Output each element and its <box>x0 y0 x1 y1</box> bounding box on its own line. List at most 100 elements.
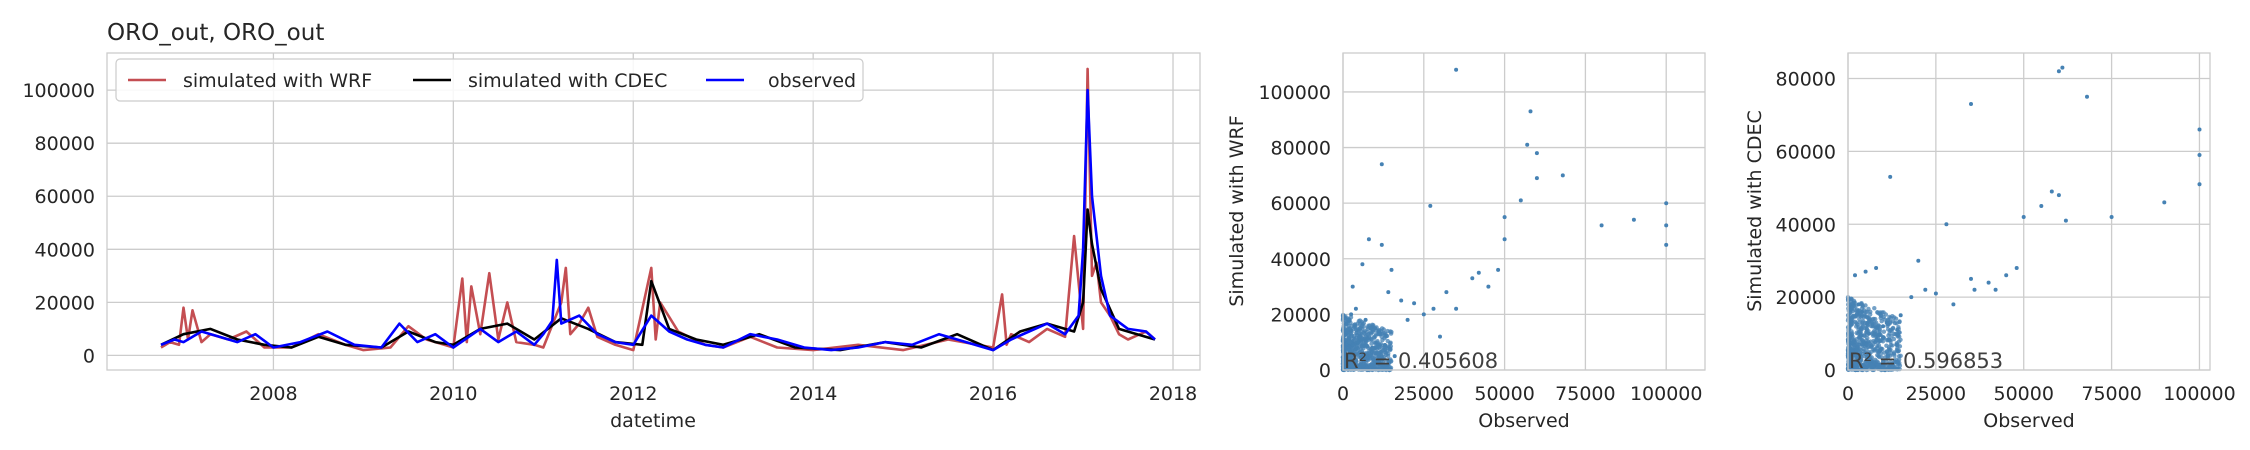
scatter-point <box>1870 324 1875 329</box>
scatter-wrf-points <box>1340 67 1669 373</box>
scatter-point <box>1664 242 1669 247</box>
y-tick-label: 60000 <box>1776 141 1836 163</box>
x-tick-label: 25000 <box>1906 383 1966 405</box>
scatter-wrf-xlabel: Observed <box>1478 410 1569 432</box>
scatter-point <box>1909 295 1914 300</box>
y-tick-label: 80000 <box>1776 69 1836 91</box>
y-tick-label: 20000 <box>1776 287 1836 309</box>
x-tick-label: 75000 <box>1555 383 1615 405</box>
scatter-point <box>2056 193 2061 198</box>
timeseries-legend: simulated with WRF simulated with CDEC o… <box>115 58 864 102</box>
scatter-point <box>1341 323 1347 328</box>
scatter-point <box>1528 109 1533 114</box>
scatter-point <box>2063 218 2068 223</box>
scatter-point <box>1534 151 1539 156</box>
scatter-point <box>1867 331 1872 336</box>
scatter-point <box>1884 359 1889 364</box>
scatter-cdec-frame <box>1847 52 2211 371</box>
scatter-cdec-xlabel: Observed <box>1983 410 2074 432</box>
scatter-point <box>1368 326 1373 331</box>
scatter-point <box>1444 290 1449 295</box>
scatter-point <box>1405 317 1410 322</box>
scatter-cdec-panel: 0 25000 50000 75000 100000 0 20000 40000 60000 8… <box>1744 52 2236 432</box>
scatter-point <box>1364 350 1369 356</box>
y-tick-label: 20000 <box>1271 304 1331 326</box>
scatter-point <box>1502 215 1507 220</box>
x-tick-label: 2010 <box>429 383 477 405</box>
timeseries-panel: ORO_out, ORO_out 2008 2010 2012 2014 2016 201… <box>22 20 1201 432</box>
scatter-point <box>1375 339 1380 344</box>
scatter-point <box>1874 345 1880 351</box>
scatter-point <box>1359 323 1365 328</box>
scatter-point <box>1502 237 1507 242</box>
scatter-point <box>1863 303 1868 308</box>
timeseries-yticks: 0 20000 40000 60000 80000 100000 <box>22 80 95 367</box>
scatter-point <box>2162 200 2167 205</box>
scatter-point <box>1850 314 1856 319</box>
scatter-point <box>1944 222 1949 227</box>
scatter-point <box>1853 273 1857 278</box>
scatter-wrf-grid <box>1342 53 1705 371</box>
scatter-point <box>1344 337 1349 342</box>
scatter-point <box>1383 343 1387 347</box>
scatter-point <box>1860 306 1865 311</box>
scatter-point <box>1890 325 1896 331</box>
scatter-point <box>1916 258 1921 263</box>
scatter-point <box>2014 266 2019 270</box>
timeseries-xlabel: datetime <box>610 410 696 432</box>
scatter-point <box>1374 345 1380 350</box>
scatter-point <box>1384 333 1390 339</box>
scatter-point <box>1454 306 1459 311</box>
scatter-point <box>1849 364 1855 369</box>
scatter-point <box>1377 361 1382 366</box>
scatter-point <box>1897 319 1902 324</box>
scatter-point <box>1891 336 1897 342</box>
scatter-point <box>1364 360 1369 366</box>
legend-label-cdec: simulated with CDEC <box>468 70 667 92</box>
scatter-point <box>1854 321 1859 326</box>
scatter-point <box>1874 266 1879 270</box>
scatter-point <box>1387 341 1393 346</box>
timeseries-title: ORO_out, ORO_out <box>107 20 324 46</box>
scatter-point <box>1879 355 1884 360</box>
x-tick-label: 2008 <box>249 383 297 405</box>
scatter-point <box>2056 69 2061 74</box>
scatter-point <box>1877 338 1882 343</box>
y-tick-label: 100000 <box>22 80 95 102</box>
y-tick-label: 40000 <box>1271 249 1331 271</box>
scatter-point <box>1873 339 1878 345</box>
x-tick-label: 25000 <box>1394 383 1454 405</box>
scatter-point <box>1972 287 1977 292</box>
scatter-point <box>1870 342 1876 347</box>
x-tick-label: 0 <box>1337 383 1349 405</box>
scatter-point <box>1894 342 1899 347</box>
scatter-point <box>1993 287 1998 292</box>
scatter-point <box>1361 331 1367 336</box>
scatter-point <box>1525 142 1530 147</box>
scatter-point <box>1860 338 1865 343</box>
scatter-point <box>1496 267 1501 272</box>
scatter-point <box>1862 341 1867 347</box>
scatter-point <box>1369 331 1374 336</box>
x-tick-label: 75000 <box>2081 383 2141 405</box>
scatter-point <box>1344 329 1349 334</box>
scatter-point <box>1386 360 1391 366</box>
scatter-point <box>1880 364 1886 369</box>
scatter-point <box>1354 359 1359 364</box>
scatter-point <box>1897 363 1903 368</box>
scatter-point <box>1849 349 1855 354</box>
scatter-point <box>1381 327 1387 332</box>
scatter-point <box>1933 291 1938 296</box>
scatter-point <box>1350 363 1355 368</box>
x-tick-label: 100000 <box>1630 383 1703 405</box>
scatter-point <box>1870 363 1875 368</box>
scatter-point <box>1890 363 1896 368</box>
scatter-point <box>1895 332 1900 337</box>
scatter-point <box>1363 317 1368 322</box>
scatter-point <box>1355 339 1360 344</box>
scatter-point <box>2049 189 2054 194</box>
scatter-point <box>2197 153 2202 157</box>
scatter-point <box>1884 349 1890 354</box>
scatter-point <box>1878 312 1883 318</box>
scatter-point <box>1857 317 1862 322</box>
